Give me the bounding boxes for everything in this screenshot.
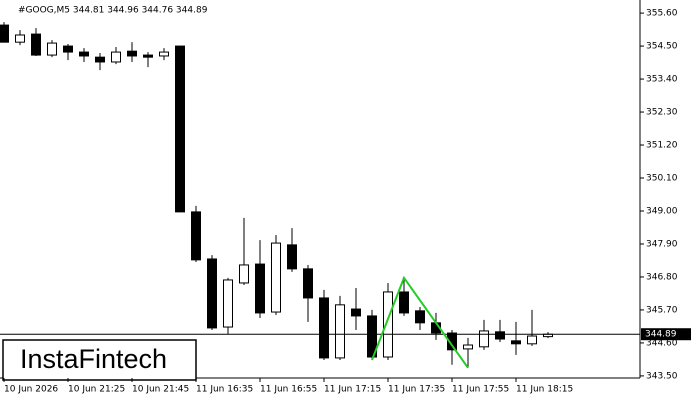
candle-body bbox=[95, 56, 105, 63]
logo: InstaFintech bbox=[20, 344, 167, 374]
candle-body bbox=[415, 310, 425, 324]
candle-body bbox=[175, 45, 185, 213]
candle-body bbox=[223, 279, 233, 328]
x-tick-label: 11 Jun 17:55 bbox=[452, 385, 509, 395]
y-tick-label: 349.00 bbox=[646, 206, 678, 216]
chart-title: #GOOG,M5 344.81 344.96 344.76 344.89 bbox=[18, 6, 208, 16]
candle-body bbox=[47, 42, 57, 56]
y-tick-label: 354.50 bbox=[646, 42, 678, 52]
candle-body bbox=[255, 263, 265, 314]
y-tick-label: 347.90 bbox=[646, 239, 678, 249]
candle-body bbox=[303, 268, 313, 299]
candle-body bbox=[511, 340, 521, 345]
x-tick-label: 11 Jun 18:15 bbox=[516, 385, 573, 395]
logo-box bbox=[2, 339, 197, 381]
y-tick-label: 344.60 bbox=[646, 338, 678, 348]
x-tick-label: 11 Jun 17:15 bbox=[324, 385, 381, 395]
candle-body bbox=[287, 244, 297, 270]
x-tick-label: 10 Jun 2026 bbox=[4, 385, 58, 395]
candle-body bbox=[191, 211, 201, 261]
x-tick-label: 10 Jun 21:45 bbox=[132, 385, 189, 395]
candle-body bbox=[271, 242, 281, 313]
candle-body bbox=[479, 330, 489, 348]
candle-body bbox=[111, 51, 121, 63]
candle-body bbox=[127, 50, 137, 57]
candle-body bbox=[335, 304, 345, 359]
y-tick-label: 353.40 bbox=[646, 75, 678, 85]
y-tick-label: 355.60 bbox=[646, 9, 678, 19]
pattern-line bbox=[371, 275, 469, 369]
y-tick-label: 346.80 bbox=[646, 272, 678, 282]
y-tick-label: 350.10 bbox=[646, 174, 678, 184]
candle-body bbox=[0, 24, 9, 43]
candle-body bbox=[207, 258, 217, 329]
candle-body bbox=[367, 315, 377, 358]
x-tick-label: 11 Jun 16:55 bbox=[260, 385, 317, 395]
candle-body bbox=[79, 51, 89, 57]
y-tick-label: 343.50 bbox=[646, 371, 678, 381]
candle-body bbox=[399, 291, 409, 314]
x-tick-label: 11 Jun 16:35 bbox=[196, 385, 253, 395]
candle-body bbox=[319, 297, 329, 359]
candle-body bbox=[31, 33, 41, 56]
candle-body bbox=[447, 332, 457, 351]
y-tick-label: 351.20 bbox=[646, 141, 678, 151]
candle-body bbox=[159, 51, 169, 57]
x-tick-label: 11 Jun 17:35 bbox=[388, 385, 445, 395]
y-tick-label: 352.30 bbox=[646, 108, 678, 118]
price-label: 344.89 bbox=[645, 330, 677, 340]
candle-body bbox=[383, 291, 393, 358]
candle-body bbox=[351, 308, 361, 317]
x-tick-label: 10 Jun 21:25 bbox=[68, 385, 125, 395]
candle-body bbox=[463, 344, 473, 350]
y-tick-label: 345.70 bbox=[646, 305, 678, 315]
candle-body bbox=[527, 335, 537, 345]
candle-body bbox=[63, 45, 73, 53]
candle-body bbox=[143, 54, 153, 58]
candle-body bbox=[15, 34, 25, 43]
candle-body bbox=[239, 264, 249, 284]
candle-body bbox=[495, 331, 505, 340]
price-box bbox=[641, 328, 691, 341]
